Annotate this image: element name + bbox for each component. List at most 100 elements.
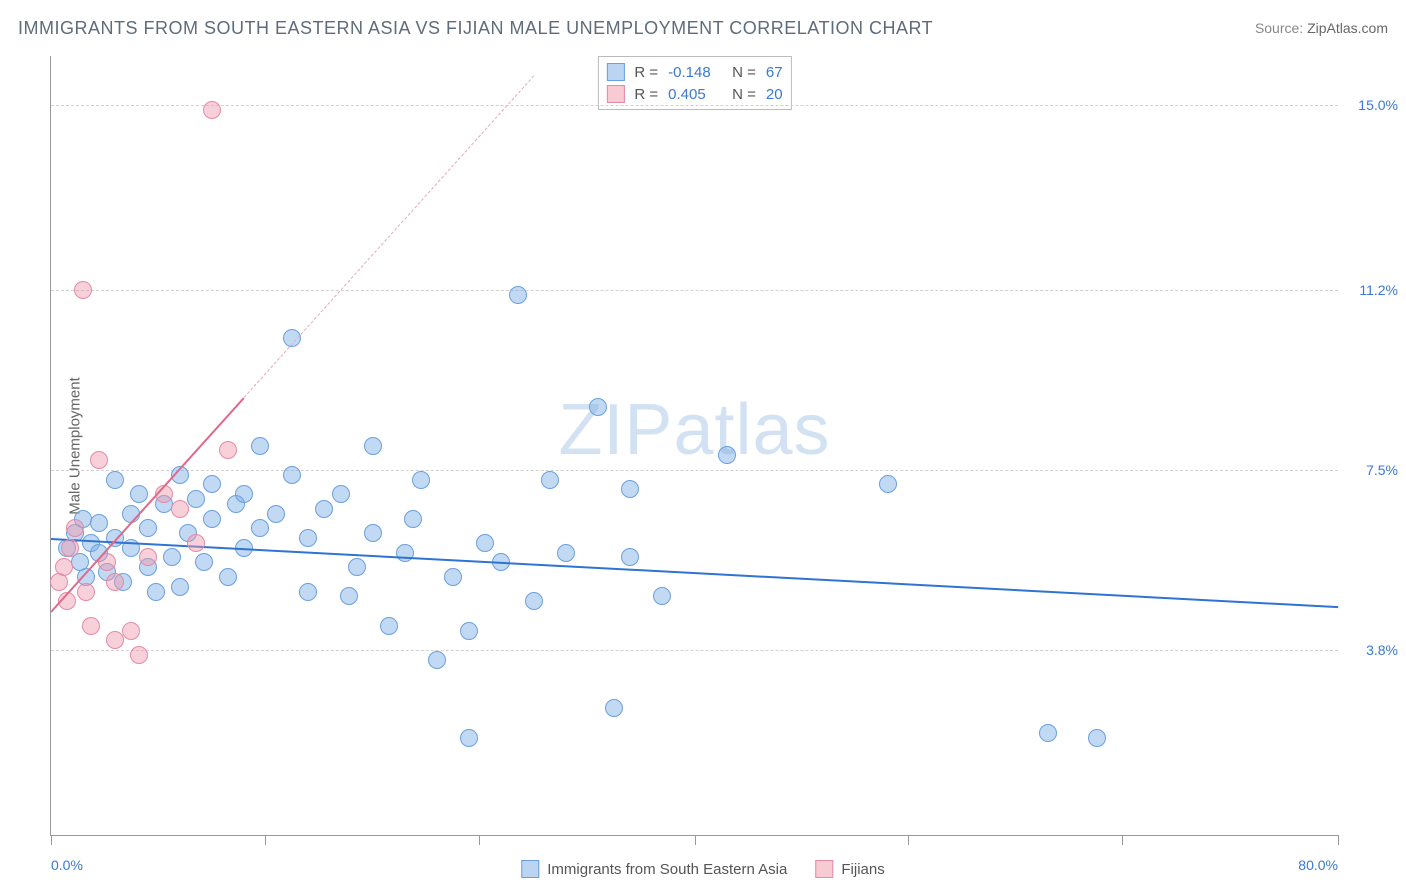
x-tick (1122, 835, 1123, 845)
data-point (1088, 729, 1106, 747)
chart-title: IMMIGRANTS FROM SOUTH EASTERN ASIA VS FI… (18, 18, 933, 39)
data-point (55, 558, 73, 576)
data-point (90, 514, 108, 532)
data-point (299, 529, 317, 547)
gridline (51, 650, 1338, 651)
data-point (267, 505, 285, 523)
stats-row: R =-0.148N =67 (606, 61, 782, 83)
watermark-bold: ZIP (558, 390, 673, 470)
data-point (718, 446, 736, 464)
data-point (235, 485, 253, 503)
legend: Immigrants from South Eastern Asia Fijian… (521, 860, 884, 878)
data-point (74, 281, 92, 299)
data-point (66, 519, 84, 537)
data-point (460, 729, 478, 747)
x-tick (51, 835, 52, 845)
x-tick (265, 835, 266, 845)
y-tick-label: 3.8% (1366, 642, 1398, 658)
stats-legend-box: R =-0.148N =67R =0.405N =20 (597, 56, 791, 110)
gridline (51, 105, 1338, 106)
data-point (203, 475, 221, 493)
data-point (90, 451, 108, 469)
data-point (203, 510, 221, 528)
data-point (251, 437, 269, 455)
data-point (139, 548, 157, 566)
data-point (219, 441, 237, 459)
source-label: Source: (1255, 20, 1307, 36)
r-value: -0.148 (668, 64, 722, 81)
x-tick (1338, 835, 1339, 845)
legend-swatch (815, 860, 833, 878)
legend-item: Immigrants from South Eastern Asia (521, 860, 787, 878)
r-label: R = (634, 64, 658, 81)
data-point (195, 553, 213, 571)
data-point (879, 475, 897, 493)
data-point (251, 519, 269, 537)
data-point (171, 500, 189, 518)
data-point (621, 548, 639, 566)
data-point (61, 539, 79, 557)
y-tick-label: 11.2% (1359, 282, 1398, 298)
data-point (332, 485, 350, 503)
legend-label: Fijians (841, 861, 884, 878)
data-point (219, 568, 237, 586)
data-point (283, 466, 301, 484)
data-point (557, 544, 575, 562)
r-label: R = (634, 86, 658, 103)
data-point (412, 471, 430, 489)
legend-item: Fijians (815, 860, 884, 878)
x-tick (695, 835, 696, 845)
trend-line (244, 76, 534, 398)
n-label: N = (732, 86, 756, 103)
gridline (51, 470, 1338, 471)
data-point (203, 101, 221, 119)
r-value: 0.405 (668, 86, 722, 103)
data-point (147, 583, 165, 601)
stats-row: R = 0.405 N = 20 (606, 83, 782, 105)
data-point (541, 471, 559, 489)
x-tick (908, 835, 909, 845)
data-point (653, 587, 671, 605)
data-point (171, 578, 189, 596)
n-label: N = (732, 64, 756, 81)
data-point (460, 622, 478, 640)
data-point (130, 485, 148, 503)
trend-line (51, 538, 1338, 608)
data-point (605, 699, 623, 717)
data-point (364, 524, 382, 542)
y-tick-label: 7.5% (1366, 462, 1398, 478)
data-point (364, 437, 382, 455)
legend-swatch (606, 85, 624, 103)
plot-area: ZIPatlas R =-0.148N =67R =0.405N =20 3.8… (50, 56, 1338, 836)
data-point (444, 568, 462, 586)
x-axis-label: 0.0% (51, 857, 83, 873)
data-point (1039, 724, 1057, 742)
data-point (340, 587, 358, 605)
data-point (106, 573, 124, 591)
data-point (428, 651, 446, 669)
gridline (51, 290, 1338, 291)
data-point (380, 617, 398, 635)
data-point (187, 534, 205, 552)
n-value: 20 (766, 86, 783, 103)
data-point (106, 471, 124, 489)
x-axis-label: 80.0% (1298, 857, 1338, 873)
data-point (187, 490, 205, 508)
legend-swatch (606, 63, 624, 81)
data-point (621, 480, 639, 498)
data-point (315, 500, 333, 518)
data-point (509, 286, 527, 304)
data-point (299, 583, 317, 601)
data-point (82, 617, 100, 635)
source-value: ZipAtlas.com (1307, 20, 1388, 36)
data-point (139, 519, 157, 537)
trend-line (50, 397, 245, 613)
data-point (283, 329, 301, 347)
source-citation: Source: ZipAtlas.com (1255, 20, 1388, 36)
data-point (476, 534, 494, 552)
data-point (122, 622, 140, 640)
y-tick-label: 15.0% (1358, 97, 1398, 113)
data-point (348, 558, 366, 576)
data-point (404, 510, 422, 528)
data-point (589, 398, 607, 416)
